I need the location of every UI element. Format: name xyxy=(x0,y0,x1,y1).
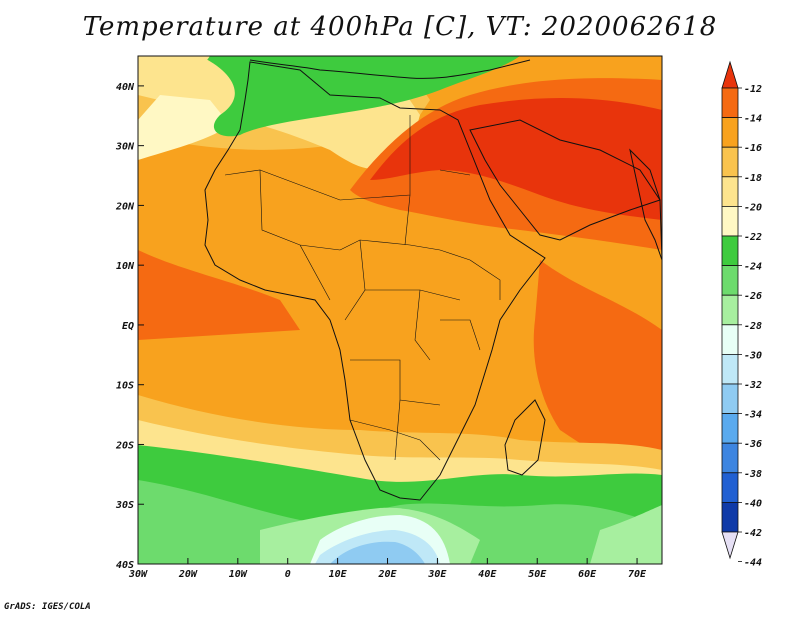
lon-tick-label: 60E xyxy=(578,569,597,580)
colorbar-label: -44 xyxy=(744,558,762,569)
lon-tick-label: 10W xyxy=(229,569,248,580)
colorbar-label: -12 xyxy=(744,84,762,95)
colorbar-label: -28 xyxy=(744,321,762,332)
lat-tick-label: 10N xyxy=(116,261,135,272)
country-borders xyxy=(224,115,501,461)
lon-tick-label: 10E xyxy=(329,569,348,580)
field-green-mediterranean xyxy=(200,56,520,137)
arabia-coastline xyxy=(469,119,661,241)
colorbar-box xyxy=(721,442,739,474)
colorbar-label: -30 xyxy=(744,350,762,361)
colorbar-box xyxy=(721,413,739,444)
lat-tick-label: 20S xyxy=(115,440,134,451)
colorbar-box xyxy=(721,324,739,355)
lon-tick-label: 20E xyxy=(377,569,397,580)
europe-coastline xyxy=(249,59,531,79)
colorbar-top-arrow xyxy=(721,60,739,89)
colorbar-label: -18 xyxy=(744,173,762,184)
madagascar-coastline xyxy=(504,399,546,476)
colorbar-label: -42 xyxy=(744,528,762,539)
field-red-mideast xyxy=(370,98,662,220)
temperature-field xyxy=(138,56,662,564)
colorbar-label: -26 xyxy=(744,291,762,302)
colorbar-label: -34 xyxy=(744,410,762,421)
lat-tick-label: 40N xyxy=(116,82,135,93)
lat-tick-label: 10S xyxy=(116,381,134,392)
colorbar-bottom-arrow xyxy=(721,531,739,560)
lon-tick-label: 30W xyxy=(128,569,148,580)
lat-tick-label: 40S xyxy=(116,560,134,571)
colorbar-label: -22 xyxy=(744,232,762,243)
colorbar-label: -24 xyxy=(744,262,762,273)
colorbar-box xyxy=(721,146,739,178)
colorbar-box xyxy=(721,205,739,237)
lon-tick-label: 30E xyxy=(427,569,447,580)
lat-tick-label: 30N xyxy=(115,142,135,153)
colorbar-box xyxy=(721,265,739,296)
africa-coastline xyxy=(204,61,546,501)
lat-tick-label: 30S xyxy=(115,500,134,511)
colorbar-label: -40 xyxy=(744,498,762,509)
field-light-green-north xyxy=(140,56,210,85)
colorbar-legend: -12 -14 -16 -18 -20 -22 -24 -26 -28 -30 -32 -34 -36 -… xyxy=(721,60,762,569)
colorbar-box xyxy=(721,353,739,385)
colorbar-box xyxy=(721,176,739,207)
colorbar-box xyxy=(721,472,739,503)
lat-tick-label: 20N xyxy=(115,201,135,212)
lon-tick-label: 50E xyxy=(528,569,547,580)
plot-frame xyxy=(137,55,663,565)
lon-tick-label: 40E xyxy=(478,569,497,580)
india-coastline xyxy=(629,148,662,261)
lon-tick-label: 20W xyxy=(178,569,198,580)
colorbar-box xyxy=(721,383,739,415)
field-light-yellow-nw xyxy=(138,95,230,160)
colorbar-label: -20 xyxy=(744,202,762,213)
lon-tick-label: 70E xyxy=(628,569,647,580)
field-pale-green-sw xyxy=(590,505,662,564)
colorbar-label: -32 xyxy=(744,380,762,391)
colorbar-box xyxy=(721,501,739,533)
colorbar-label: -38 xyxy=(744,469,762,480)
field-blue-south xyxy=(330,541,425,564)
field-orange-west xyxy=(138,250,300,340)
lon-tick-label: 0 xyxy=(285,569,291,580)
colorbar-box xyxy=(721,117,739,148)
colorbar-box xyxy=(721,294,739,326)
axis-ticks: 30W 20W 10W 0 10E 20E 30E 40E 50E 60E 70E 40N 30N 20N… xyxy=(115,82,647,580)
coastlines xyxy=(204,59,662,501)
field-orange-east xyxy=(533,260,662,480)
colorbar-box xyxy=(721,87,739,119)
colorbar-box xyxy=(721,235,739,267)
credit-text: GrADS: IGES/COLA xyxy=(4,602,91,612)
colorbar-label: -36 xyxy=(744,439,762,450)
chart-title: Temperature at 400hPa [C], VT: 202006261… xyxy=(82,12,718,42)
colorbar-label: -16 xyxy=(744,143,762,154)
lat-tick-label: EQ xyxy=(122,321,134,332)
colorbar-label: -14 xyxy=(744,114,762,125)
